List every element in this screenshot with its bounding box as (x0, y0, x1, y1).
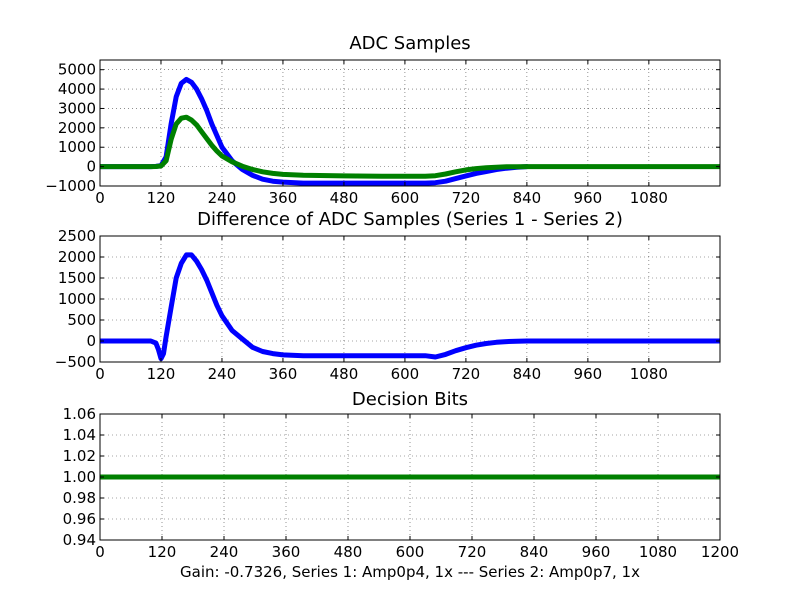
chart-title: Decision Bits (352, 389, 468, 410)
y-tick-label: 0 (86, 158, 96, 176)
y-tick-label: 1.04 (63, 426, 96, 444)
x-tick-label: 0 (95, 543, 105, 561)
y-tick-label: −1000 (45, 177, 96, 195)
series-line-2 (100, 114, 720, 179)
figure-caption: Gain: -0.7326, Series 1: Amp0p4, 1x --- … (180, 563, 640, 581)
x-tick-label: 960 (574, 365, 603, 383)
x-tick-label: 240 (210, 543, 239, 561)
x-tick-label: 840 (513, 189, 542, 207)
y-tick-label: 1.06 (63, 405, 96, 423)
x-tick-label: 360 (272, 543, 301, 561)
chart-title: Difference of ADC Samples (Series 1 - Se… (197, 209, 623, 230)
y-tick-label: 500 (67, 311, 96, 329)
y-tick-label: 5000 (58, 61, 96, 79)
x-tick-label: 1080 (630, 189, 668, 207)
x-tick-label: 1080 (630, 365, 668, 383)
y-tick-label: 0.94 (63, 531, 96, 549)
x-tick-label: 120 (147, 189, 176, 207)
x-tick-label: 480 (330, 365, 359, 383)
y-tick-label: 4000 (58, 80, 96, 98)
y-tick-label: 0.96 (63, 510, 96, 528)
x-tick-label: 0 (95, 189, 105, 207)
chart-panel-1: ADC Samples 0 120 240 360 480 600 720 840 960 1080… (45, 33, 721, 207)
x-tick-label: 600 (396, 543, 425, 561)
x-tick-label: 360 (269, 189, 298, 207)
y-tick-label: 1.00 (63, 468, 96, 486)
y-tick-label: 2000 (58, 119, 96, 137)
y-tick-label: 0 (86, 332, 96, 350)
y-tick-label: 3000 (58, 99, 96, 117)
x-tick-label: 840 (520, 543, 549, 561)
y-tick-label: 1500 (58, 269, 96, 287)
chart-panel-3: Decision Bits 0 120 240 360 480 600 720 840 960 10… (63, 389, 740, 561)
x-tick-label: 120 (148, 543, 177, 561)
x-tick-label: 720 (452, 365, 481, 383)
x-tick-label: 480 (334, 543, 363, 561)
chart-title: ADC Samples (349, 33, 470, 54)
x-tick-label: 360 (269, 365, 298, 383)
y-tick-label: 1.02 (63, 447, 96, 465)
x-tick-label: 480 (330, 189, 359, 207)
x-tick-label: 1080 (639, 543, 677, 561)
y-tick-label: −500 (55, 353, 96, 371)
x-tick-label: 960 (582, 543, 611, 561)
series-line-1 (100, 252, 720, 362)
series-line-1 (100, 76, 530, 186)
x-tick-label: 840 (513, 365, 542, 383)
y-tick-label: 1000 (58, 290, 96, 308)
x-tick-label: 720 (458, 543, 487, 561)
x-tick-label: 240 (208, 365, 237, 383)
y-tick-label: 2000 (58, 248, 96, 266)
x-tick-label: 120 (147, 365, 176, 383)
chart-panel-2: Difference of ADC Samples (Series 1 - Se… (55, 209, 721, 383)
x-tick-label: 960 (574, 189, 603, 207)
x-tick-label: 600 (391, 189, 420, 207)
x-tick-label: 0 (95, 365, 105, 383)
y-tick-label: 1000 (58, 138, 96, 156)
y-tick-label: 2500 (58, 227, 96, 245)
plot-frame (99, 59, 721, 187)
x-tick-label: 720 (452, 189, 481, 207)
x-tick-label: 240 (208, 189, 237, 207)
y-tick-label: 0.98 (63, 489, 96, 507)
x-tick-label: 600 (391, 365, 420, 383)
x-tick-label: 1200 (701, 543, 739, 561)
